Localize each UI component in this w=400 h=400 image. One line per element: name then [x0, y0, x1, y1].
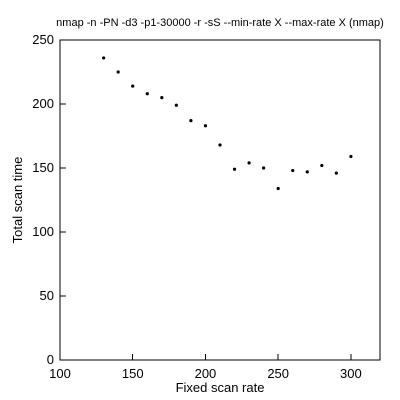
data-point: [247, 161, 251, 165]
y-tick-label: 0: [47, 352, 54, 367]
data-point: [131, 84, 135, 88]
data-point: [189, 119, 193, 123]
data-points: [102, 56, 353, 191]
x-tick-label: 100: [49, 366, 71, 381]
x-tick-label: 250: [267, 366, 289, 381]
y-tick-label: 50: [40, 288, 54, 303]
data-point: [262, 166, 266, 170]
x-axis-ticks: 100 150 200 250 300: [49, 354, 362, 381]
data-point: [174, 103, 178, 107]
data-point: [160, 96, 164, 100]
data-point: [349, 154, 353, 159]
y-tick-label: 150: [32, 160, 54, 175]
data-point: [218, 143, 222, 147]
data-point: [276, 186, 280, 191]
data-point: [320, 163, 324, 168]
y-axis-ticks: 0 50 100 150 200 250: [32, 32, 66, 367]
plot-frame: [59, 39, 381, 361]
y-axis-label: Total scan time: [10, 157, 25, 244]
x-axis-label: Fixed scan rate: [176, 380, 265, 395]
data-point: [291, 168, 295, 173]
y-tick-label: 100: [32, 224, 54, 239]
data-point: [232, 167, 237, 171]
x-tick-label: 200: [195, 366, 217, 381]
y-tick-label: 250: [32, 32, 54, 47]
x-tick-label: 300: [340, 366, 362, 381]
chart-title: nmap -n -PN -d3 -p1-30000 -r -sS --min-r…: [56, 17, 384, 29]
data-point: [145, 92, 149, 96]
data-point: [102, 56, 106, 60]
data-point: [305, 170, 309, 174]
data-point: [203, 124, 208, 128]
plot-area: [59, 39, 381, 361]
y-tick-label: 200: [32, 96, 54, 111]
data-point: [334, 171, 338, 175]
x-tick-label: 150: [122, 366, 144, 381]
data-point: [116, 70, 120, 74]
